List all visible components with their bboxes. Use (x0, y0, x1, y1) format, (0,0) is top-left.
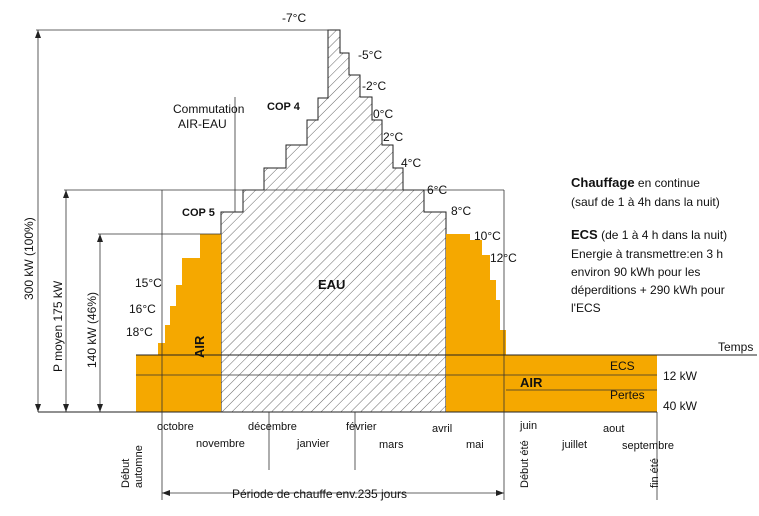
chauffage-title: Chauffage (571, 175, 635, 190)
periode-label: Période de chauffe env.235 jours (232, 487, 407, 501)
ecs-label: ECS (610, 359, 635, 373)
debut-automne-2: automne (133, 445, 145, 488)
month-decembre: décembre (248, 421, 297, 433)
commutation-label-2: AIR-EAU (178, 117, 227, 131)
month-septembre: septembre (622, 440, 674, 452)
p175-label: P moyen 175 kW (51, 280, 65, 372)
month-mai: mai (466, 439, 484, 451)
cop4-label: COP 4 (267, 101, 301, 113)
chauffage-rest: en continue (635, 176, 701, 190)
p300-label: 300 kW (100%) (22, 217, 36, 300)
chauffage-note: Chauffage en continue (571, 175, 700, 190)
kw12-label: 12 kW (663, 369, 698, 383)
energie-line-3: déperditions + 290 kWh pour (571, 283, 725, 297)
temp-15: 15°C (135, 276, 162, 290)
month-avril: avril (432, 423, 452, 435)
month-juin: juin (519, 420, 537, 432)
month-octobre: octobre (157, 421, 194, 433)
air-right-region (446, 234, 657, 412)
commutation-label-1: Commutation (173, 102, 244, 116)
air-left-label: AIR (192, 335, 207, 358)
month-fevrier: février (346, 421, 377, 433)
temps-label: Temps (718, 340, 753, 354)
temp-minus7: -7°C (282, 11, 306, 25)
temp-10: 10°C (474, 229, 501, 243)
temp-minus5: -5°C (358, 48, 382, 62)
temp-12: 12°C (490, 251, 517, 265)
energie-line-1: Energie à transmettre:en 3 h (571, 247, 723, 261)
air-right-label: AIR (520, 375, 543, 390)
temp-18: 18°C (126, 325, 153, 339)
fin-ete-label: fin été (649, 458, 661, 488)
chauffage-sub: (sauf de 1 à 4h dans la nuit) (571, 195, 720, 209)
ecs-title: ECS (571, 227, 598, 242)
temp-4: 4°C (401, 156, 421, 170)
month-novembre: novembre (196, 438, 245, 450)
p140-label: 140 kW (46%) (85, 292, 99, 368)
eau-region (220, 29, 447, 413)
ecs-note: ECS (de 1 à 4 h dans la nuit) (571, 227, 727, 242)
temp-0: 0°C (373, 107, 393, 121)
energie-line-2: environ 90 kWh pour les (571, 265, 700, 279)
ecs-rest: (de 1 à 4 h dans la nuit) (598, 228, 727, 242)
month-juillet: juillet (561, 439, 587, 451)
month-janvier: janvier (296, 438, 330, 450)
debut-ete-label: Début été (519, 440, 531, 488)
cop5-label: COP 5 (182, 207, 215, 219)
eau-label: EAU (318, 277, 345, 292)
temp-minus2: -2°C (362, 79, 386, 93)
debut-automne-1: Début (120, 459, 132, 488)
kw40-label: 40 kW (663, 399, 698, 413)
temp-6: 6°C (427, 183, 447, 197)
air-left-region (136, 234, 221, 412)
temp-2: 2°C (383, 130, 403, 144)
pertes-label: Pertes (610, 388, 645, 402)
month-mars: mars (379, 439, 404, 451)
temp-16: 16°C (129, 302, 156, 316)
month-aout: aout (603, 423, 624, 435)
temp-8: 8°C (451, 204, 471, 218)
energie-line-4: l'ECS (571, 301, 601, 315)
